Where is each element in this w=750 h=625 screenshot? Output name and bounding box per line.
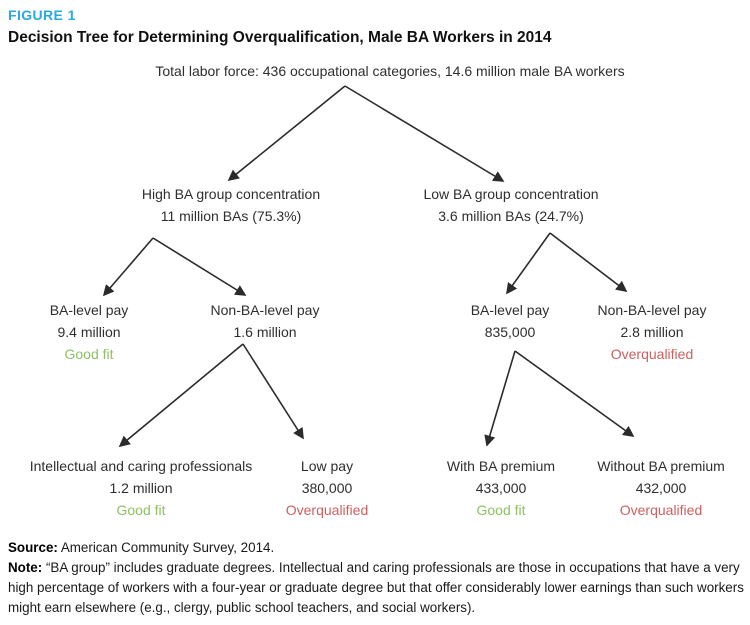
- node-title: High BA group concentration: [141, 186, 321, 202]
- node-value: 3.6 million BAs (24.7%): [438, 208, 584, 224]
- arrow-high-to-balevel: [102, 237, 154, 297]
- arrow-nonba-to-lowpay: [242, 343, 304, 440]
- arrow-low-to-nonbalevel: [549, 232, 628, 293]
- node-value: 1.2 million: [109, 480, 173, 496]
- tree-node-nonbalevel-pay-high: Non-BA-level pay 1.6 million: [211, 299, 320, 343]
- note-text: “BA group” includes graduate degrees. In…: [8, 560, 744, 615]
- node-label: Total labor force: 436 occupational cate…: [155, 63, 625, 79]
- figure-footnotes: Source: American Community Survey, 2014.…: [8, 538, 745, 618]
- node-value: 2.8 million: [620, 324, 684, 340]
- node-title: BA-level pay: [470, 302, 550, 318]
- node-title: Low BA group concentration: [423, 186, 599, 202]
- node-title: Low pay: [300, 458, 354, 474]
- arrow-high-to-nonbalevel: [152, 237, 247, 296]
- tree-node-balevel-pay-low: BA-level pay 835,000: [471, 299, 550, 343]
- node-title: Non-BA-level pay: [597, 302, 707, 318]
- tree-node-high-ba-concentration: High BA group concentration 11 million B…: [142, 183, 320, 227]
- arrow-nonba-to-professionals: [118, 343, 244, 448]
- tree-node-intellectual-caring-professionals: Intellectual and caring professionals 1.…: [30, 455, 253, 521]
- tree-node-low-ba-concentration: Low BA group concentration 3.6 million B…: [423, 183, 598, 227]
- node-value: 432,000: [635, 480, 687, 496]
- tree-node-nonbalevel-pay-low: Non-BA-level pay 2.8 million Overqualifi…: [598, 299, 707, 365]
- tree-node-root: Total labor force: 436 occupational cate…: [155, 60, 624, 82]
- tree-node-without-ba-premium: Without BA premium 432,000 Overqualified: [597, 455, 725, 521]
- figure-label: FIGURE 1: [8, 7, 76, 23]
- source-text: American Community Survey, 2014.: [57, 540, 275, 555]
- node-value: 380,000: [301, 480, 353, 496]
- outcome-overqualified: Overqualified: [619, 502, 703, 518]
- outcome-good-fit: Good fit: [64, 346, 114, 362]
- node-title: With BA premium: [446, 458, 556, 474]
- node-value: 11 million BAs (75.3%): [160, 208, 302, 224]
- figure-title: Decision Tree for Determining Overqualif…: [8, 29, 552, 46]
- node-title: Non-BA-level pay: [210, 302, 320, 318]
- node-value: 433,000: [475, 480, 527, 496]
- arrow-low-to-balevel: [506, 232, 551, 295]
- outcome-good-fit: Good fit: [476, 502, 526, 518]
- node-value: 835,000: [484, 324, 536, 340]
- node-value: 1.6 million: [233, 324, 297, 340]
- node-title: BA-level pay: [49, 302, 129, 318]
- arrow-balevel-to-withpremium: [484, 350, 516, 447]
- source-label: Source:: [8, 540, 58, 555]
- note-line: Note: “BA group” includes graduate degre…: [8, 558, 745, 618]
- arrow-root-to-high: [227, 85, 346, 182]
- node-value: 9.4 million: [57, 324, 121, 340]
- tree-node-with-ba-premium: With BA premium 433,000 Good fit: [447, 455, 555, 521]
- tree-node-balevel-pay-high: BA-level pay 9.4 million Good fit: [50, 299, 129, 365]
- node-title: Without BA premium: [597, 458, 725, 474]
- arrow-root-to-low: [344, 85, 505, 182]
- outcome-overqualified: Overqualified: [285, 502, 369, 518]
- outcome-overqualified: Overqualified: [610, 346, 694, 362]
- node-title: Intellectual and caring professionals: [29, 458, 253, 474]
- source-line: Source: American Community Survey, 2014.: [8, 538, 745, 558]
- outcome-good-fit: Good fit: [116, 502, 166, 518]
- arrow-balevel-to-withoutpremium: [514, 350, 635, 437]
- note-label: Note:: [8, 560, 43, 575]
- tree-node-low-pay: Low pay 380,000 Overqualified: [286, 455, 369, 521]
